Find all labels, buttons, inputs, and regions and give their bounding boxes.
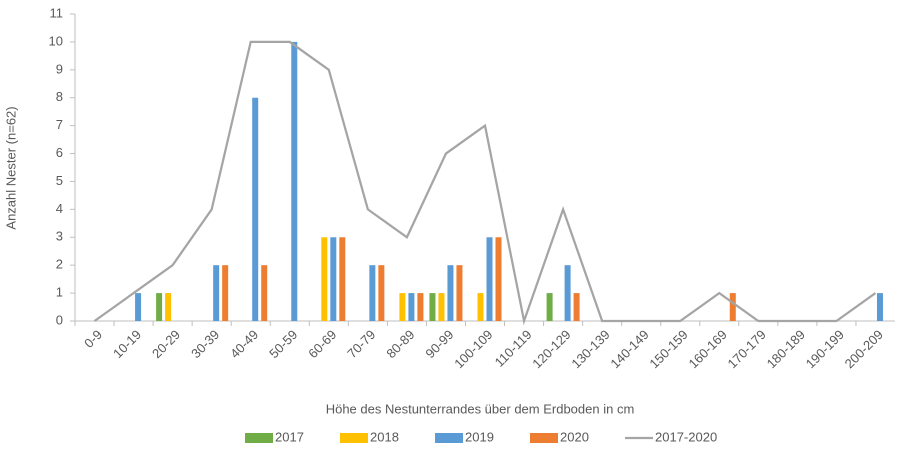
- legend-swatch: [435, 433, 463, 443]
- bar: [456, 265, 463, 321]
- bar: [876, 293, 883, 321]
- bar: [378, 265, 385, 321]
- bar: [573, 293, 580, 321]
- bar: [330, 237, 337, 321]
- x-tick-label: 40-49: [227, 327, 261, 361]
- x-tick-label: 60-69: [305, 327, 339, 361]
- x-tick-label: 120-129: [529, 327, 573, 371]
- bar: [339, 237, 346, 321]
- y-tick-label: 4: [56, 201, 63, 216]
- y-tick-label: 0: [56, 312, 63, 327]
- bar: [408, 293, 415, 321]
- x-tick-label: 110-119: [492, 327, 535, 370]
- bar: [495, 237, 502, 321]
- legend-label: 2019: [465, 429, 494, 444]
- bar: [729, 293, 736, 321]
- bar: [477, 293, 484, 321]
- x-tick-label: 170-179: [725, 327, 769, 371]
- bar: [447, 265, 454, 321]
- x-tick-label: 30-39: [188, 327, 222, 361]
- bar: [156, 293, 163, 321]
- bar: [261, 265, 268, 321]
- bar: [291, 41, 298, 322]
- legend-swatch: [530, 433, 558, 443]
- legend-label: 2017-2020: [655, 429, 717, 444]
- bar: [213, 265, 220, 321]
- x-tick-label: 160-169: [685, 327, 729, 371]
- x-axis-title: Höhe des Nestunterrandes über dem Erdbod…: [326, 401, 635, 416]
- bar: [546, 293, 553, 321]
- x-tick-label: 200-209: [842, 327, 886, 371]
- legend-label: 2017: [275, 429, 304, 444]
- x-tick-label: 20-29: [149, 327, 183, 361]
- bar: [429, 293, 436, 321]
- legend-swatch: [340, 433, 368, 443]
- legend-label: 2018: [370, 429, 399, 444]
- x-tick-label: 190-199: [803, 327, 847, 371]
- y-tick-label: 3: [56, 229, 63, 244]
- x-tick-label: 70-79: [344, 327, 378, 361]
- y-tick-label: 11: [50, 5, 64, 20]
- legend-swatch: [245, 433, 273, 443]
- bar: [417, 293, 424, 321]
- bar: [165, 293, 172, 321]
- bar: [486, 237, 493, 321]
- x-tick-label: 80-89: [383, 327, 417, 361]
- bar: [399, 293, 406, 321]
- x-tick-label: 140-149: [607, 327, 651, 371]
- bar: [321, 237, 328, 321]
- bar: [438, 293, 445, 321]
- bar: [222, 265, 229, 321]
- x-tick-label: 100-109: [451, 327, 495, 371]
- y-tick-label: 7: [56, 117, 63, 132]
- y-tick-label: 8: [56, 89, 63, 104]
- y-tick-label: 5: [56, 173, 63, 188]
- y-tick-label: 9: [56, 61, 63, 76]
- x-tick-label: 130-139: [568, 327, 612, 371]
- x-tick-label: 0-9: [81, 327, 105, 351]
- y-axis-title: Anzahl Nester (n=62): [3, 106, 18, 229]
- bar: [369, 265, 376, 321]
- x-tick-label: 10-19: [110, 327, 144, 361]
- x-tick-label: 90-99: [422, 327, 456, 361]
- bar: [252, 97, 259, 322]
- x-tick-label: 150-159: [646, 327, 690, 371]
- line: [93, 40, 877, 326]
- y-tick-label: 2: [56, 257, 63, 272]
- x-tick-label: 50-59: [266, 327, 300, 361]
- y-tick-label: 6: [56, 145, 63, 160]
- bar: [564, 265, 571, 321]
- x-tick-label: 180-189: [764, 327, 808, 371]
- legend-label: 2020: [560, 429, 589, 444]
- bar: [135, 293, 142, 321]
- y-tick-label: 1: [56, 285, 63, 300]
- y-tick-label: 10: [49, 33, 63, 48]
